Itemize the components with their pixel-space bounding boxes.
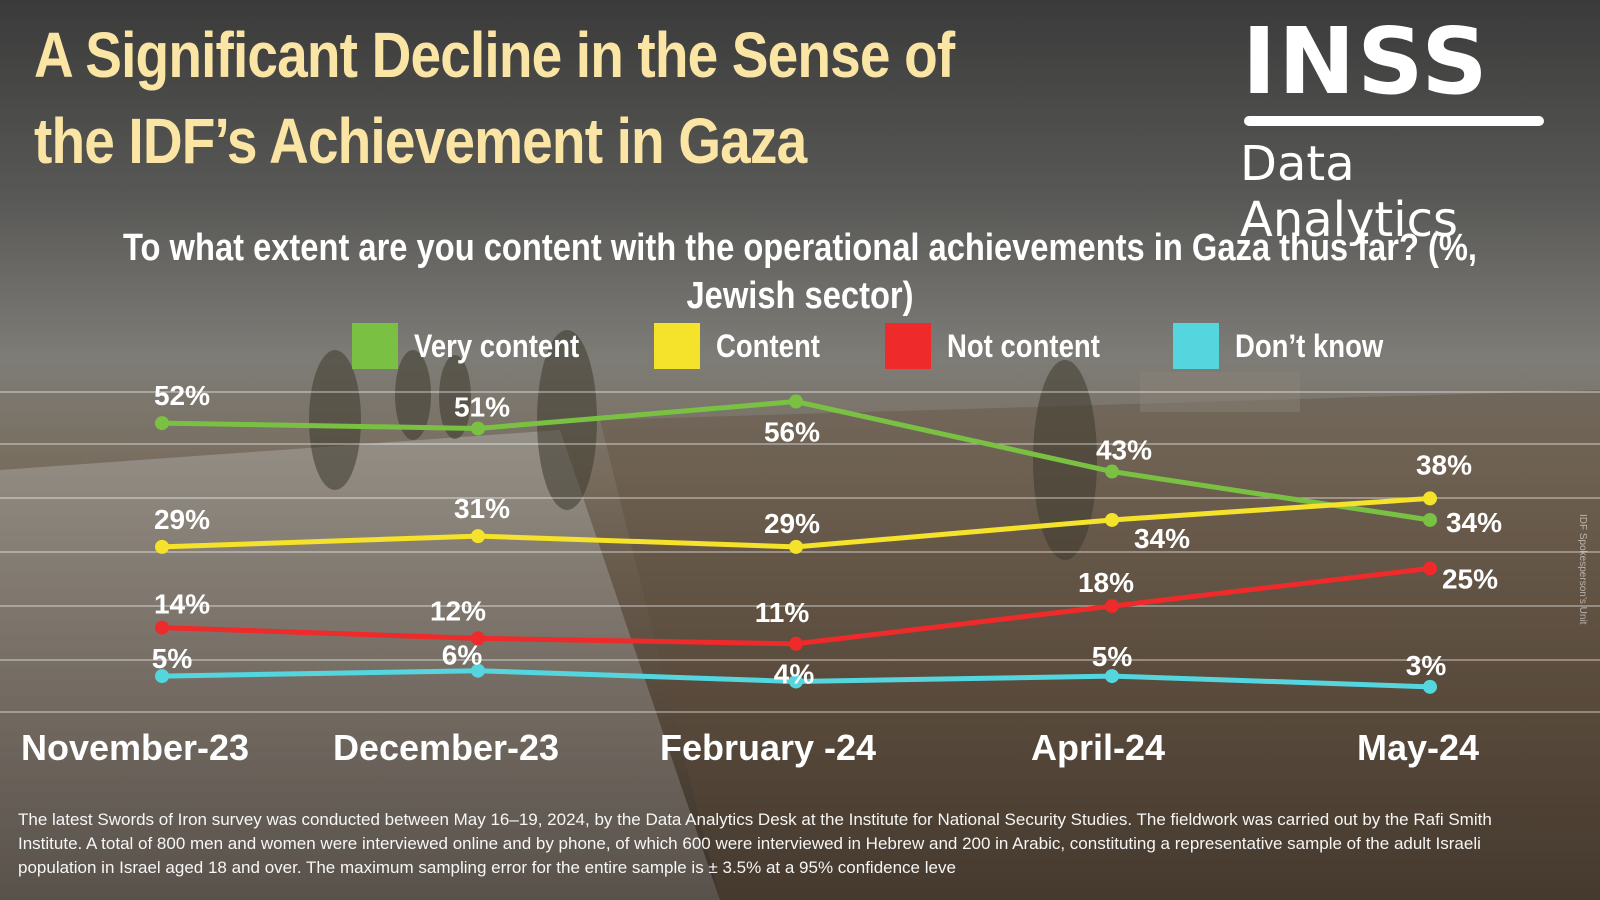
data-point — [471, 421, 485, 436]
data-point — [1423, 512, 1437, 527]
data-label: 56% — [764, 417, 820, 448]
legend-swatch — [654, 323, 701, 369]
logo-bar — [1244, 116, 1544, 126]
data-point — [789, 539, 803, 554]
data-label: 14% — [154, 589, 210, 620]
legend-swatch — [1172, 323, 1219, 369]
data-point — [471, 631, 485, 646]
data-label: 3% — [1406, 650, 1447, 681]
data-point — [155, 539, 169, 554]
data-point — [789, 636, 803, 651]
data-label: 4% — [774, 658, 815, 689]
legend-label: Don’t know — [1234, 327, 1383, 364]
data-label: 5% — [1092, 641, 1133, 672]
data-label: 29% — [764, 508, 820, 539]
x-tick-label: February -24 — [660, 727, 876, 768]
legend-item-not-content: Not content — [884, 323, 1125, 369]
page-title: A Significant Decline in the Sense of th… — [34, 19, 955, 177]
data-label: 11% — [755, 597, 810, 628]
data-point — [471, 529, 485, 544]
survey-footnote: The latest Swords of Iron survey was con… — [18, 810, 1492, 877]
photo-credit: IDF Spokesperson’s Unit — [1577, 514, 1588, 625]
legend-swatch — [352, 323, 398, 369]
chart-question: To what extent are you content with the … — [122, 227, 1478, 317]
data-label: 6% — [442, 640, 483, 671]
logo-mark: INSS — [1242, 8, 1490, 115]
data-point — [1105, 669, 1119, 684]
data-point — [155, 669, 169, 684]
data-point — [789, 674, 803, 689]
x-tick-label: November-23 — [21, 727, 249, 768]
legend-swatch — [884, 323, 931, 369]
legend-label: Very content — [414, 327, 580, 364]
chart-legend: Very content Content Not content Don’t k… — [352, 322, 1455, 370]
data-point — [1105, 599, 1119, 614]
logo-subtitle: Data Analytics — [1240, 136, 1458, 248]
data-point — [471, 663, 485, 678]
x-tick-label: April-24 — [1031, 727, 1165, 768]
data-point — [155, 620, 169, 635]
inss-logo: INSS Data Analytics — [1230, 8, 1560, 248]
data-label: 5% — [152, 643, 193, 674]
x-tick-label: May-24 — [1357, 727, 1479, 768]
data-label: 18% — [1078, 567, 1134, 598]
legend-label: Not content — [946, 327, 1100, 364]
data-point — [1423, 679, 1437, 694]
data-label: 38% — [1416, 449, 1472, 480]
legend-item-very-content: Very content — [352, 323, 606, 369]
data-label: 29% — [154, 504, 210, 535]
line-chart: 52% 51% 56% 43% 34% 29% 31% 29% 34% 38% 14% 12% 11% 1… — [0, 380, 1600, 768]
data-label: 43% — [1096, 435, 1152, 466]
data-label: 12% — [430, 595, 486, 626]
data-label: 34% — [1134, 523, 1190, 554]
data-label: 34% — [1446, 507, 1502, 538]
data-point — [155, 416, 169, 431]
data-point — [1105, 512, 1119, 527]
data-label: 52% — [154, 380, 210, 411]
x-tick-label: December-23 — [333, 727, 559, 768]
data-label: 25% — [1442, 563, 1498, 594]
data-point — [789, 394, 803, 409]
data-point — [1105, 464, 1119, 479]
data-point — [1423, 491, 1437, 506]
data-label: 31% — [454, 493, 510, 524]
legend-item-content: Content — [654, 323, 837, 369]
legend-label: Content — [716, 327, 821, 364]
data-point — [1423, 561, 1437, 576]
legend-item-dont-know: Don’t know — [1172, 323, 1407, 369]
data-label: 51% — [454, 391, 510, 422]
